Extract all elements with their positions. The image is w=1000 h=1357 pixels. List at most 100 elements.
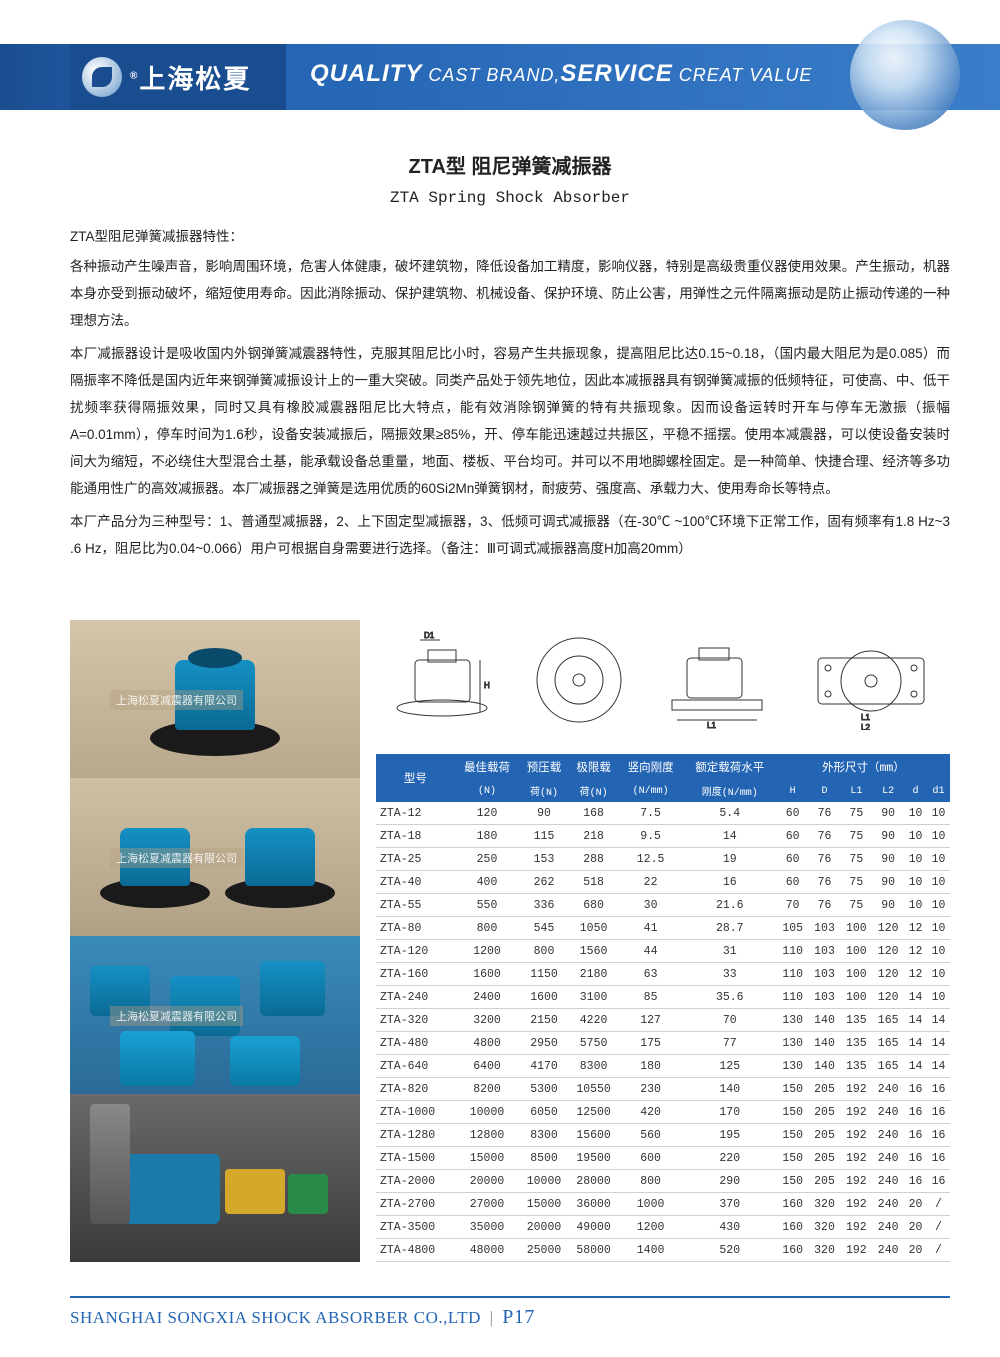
table-cell: 3100 — [569, 986, 619, 1009]
table-cell: 115 — [519, 825, 569, 848]
logo-block: ®上海松夏 — [70, 44, 286, 110]
product-photo-2: 上海松夏减震器有限公司 — [70, 778, 360, 936]
table-cell: 10000 — [519, 1170, 569, 1193]
table-row: ZTA-150015000850019500600220150205192240… — [376, 1147, 950, 1170]
table-row: ZTA-128012800830015600560195150205192240… — [376, 1124, 950, 1147]
table-cell: 1000 — [618, 1193, 682, 1216]
title-chinese: ZTA型 阻尼弹簧减振器 — [70, 150, 950, 179]
paragraph-1: 各种振动产生噪声音，影响周围环境，危害人体健康，破坏建筑物，降低设备加工精度，影… — [70, 253, 950, 334]
footer-company: SHANGHAI SONGXIA SHOCK ABSORBER CO.,LTD — [70, 1308, 481, 1327]
unit-n2: 荷(N) — [519, 780, 569, 802]
col-dimensions: 外形尺寸（mm） — [777, 754, 950, 780]
table-cell: 205 — [809, 1078, 841, 1101]
table-cell: 153 — [519, 848, 569, 871]
table-cell: 110 — [777, 963, 809, 986]
table-cell: 130 — [777, 1009, 809, 1032]
table-cell: 192 — [840, 1216, 872, 1239]
table-cell: 16 — [904, 1170, 927, 1193]
table-cell: 130 — [777, 1055, 809, 1078]
table-row: ZTA-320320021504220127701301401351651414 — [376, 1009, 950, 1032]
table-cell: 400 — [455, 871, 519, 894]
table-cell: 12500 — [569, 1101, 619, 1124]
table-cell: 2400 — [455, 986, 519, 1009]
table-cell: 240 — [872, 1170, 904, 1193]
table-cell: 5750 — [569, 1032, 619, 1055]
table-cell: 520 — [683, 1239, 777, 1262]
diagram-side-2: L1 — [657, 630, 777, 730]
table-cell: 1600 — [519, 986, 569, 1009]
table-cell: 16 — [683, 871, 777, 894]
table-cell: 105 — [777, 917, 809, 940]
table-cell: 192 — [840, 1239, 872, 1262]
watermark-1: 上海松夏减震器有限公司 — [110, 690, 243, 710]
table-cell: 4170 — [519, 1055, 569, 1078]
table-cell: 28.7 — [683, 917, 777, 940]
table-row: ZTA-480048000250005800014005201603201922… — [376, 1239, 950, 1262]
table-cell: 230 — [618, 1078, 682, 1101]
table-cell: 220 — [683, 1147, 777, 1170]
dim-dsmall: d — [904, 780, 927, 802]
col-best-load: 最佳载荷 — [455, 754, 519, 780]
content-area: ZTA型 阻尼弹簧减振器 ZTA Spring Shock Absorber Z… — [70, 150, 950, 568]
table-cell: 16 — [927, 1170, 950, 1193]
table-row: ZTA-200020000100002800080029015020519224… — [376, 1170, 950, 1193]
watermark-3: 上海松夏减震器有限公司 — [110, 1006, 243, 1026]
table-cell: 192 — [840, 1193, 872, 1216]
registered-mark: ® — [130, 70, 139, 81]
svg-text:L2: L2 — [861, 723, 870, 730]
table-cell: ZTA-2000 — [376, 1170, 455, 1193]
footer: SHANGHAI SONGXIA SHOCK ABSORBER CO.,LTD … — [70, 1296, 950, 1329]
globe-icon — [850, 20, 960, 130]
table-cell: 15600 — [569, 1124, 619, 1147]
table-cell: 103 — [809, 940, 841, 963]
table-cell: 240 — [872, 1078, 904, 1101]
table-cell: 600 — [618, 1147, 682, 1170]
table-cell: 192 — [840, 1170, 872, 1193]
table-cell: 60 — [777, 825, 809, 848]
table-cell: 10 — [927, 802, 950, 825]
table-cell: 12 — [904, 940, 927, 963]
table-cell: 205 — [809, 1170, 841, 1193]
table-cell: 100 — [840, 940, 872, 963]
table-cell: 70 — [777, 894, 809, 917]
table-cell: 8200 — [455, 1078, 519, 1101]
table-cell: 12800 — [455, 1124, 519, 1147]
brand-name: 上海松夏 — [139, 64, 251, 94]
table-row: ZTA-2525015328812.519607675901010 — [376, 848, 950, 871]
table-cell: 31 — [683, 940, 777, 963]
table-cell: 25000 — [519, 1239, 569, 1262]
table-cell: / — [927, 1239, 950, 1262]
table-cell: 10 — [927, 963, 950, 986]
paragraph-3: 本厂产品分为三种型号：1、普通型减振器，2、上下固定型减振器，3、低频可调式减振… — [70, 508, 950, 562]
table-cell: 140 — [809, 1055, 841, 1078]
table-cell: 6050 — [519, 1101, 569, 1124]
table-cell: 127 — [618, 1009, 682, 1032]
table-cell: 8300 — [519, 1124, 569, 1147]
table-cell: 10 — [927, 871, 950, 894]
product-photo-1: 上海松夏减震器有限公司 — [70, 620, 360, 778]
table-cell: 175 — [618, 1032, 682, 1055]
table-cell: ZTA-640 — [376, 1055, 455, 1078]
table-cell: 192 — [840, 1101, 872, 1124]
table-cell: 14 — [904, 1032, 927, 1055]
table-cell: 14 — [927, 1009, 950, 1032]
table-cell: 1050 — [569, 917, 619, 940]
table-cell: 10 — [927, 940, 950, 963]
table-cell: / — [927, 1193, 950, 1216]
table-cell: ZTA-320 — [376, 1009, 455, 1032]
table-cell: 160 — [777, 1239, 809, 1262]
table-cell: 60 — [777, 871, 809, 894]
table-cell: ZTA-80 — [376, 917, 455, 940]
tagline: QUALITY CAST BRAND,SERVICE CREAT VALUE — [310, 60, 812, 88]
table-cell: 75 — [840, 825, 872, 848]
table-cell: 4220 — [569, 1009, 619, 1032]
table-cell: 33 — [683, 963, 777, 986]
table-cell: 20000 — [519, 1216, 569, 1239]
table-cell: 240 — [872, 1216, 904, 1239]
table-cell: 290 — [683, 1170, 777, 1193]
table-cell: 90 — [872, 802, 904, 825]
table-body: ZTA-12120901687.55.4607675901010ZTA-1818… — [376, 802, 950, 1262]
svg-text:D1: D1 — [424, 631, 435, 640]
table-cell: 60 — [777, 848, 809, 871]
table-cell: 165 — [872, 1032, 904, 1055]
